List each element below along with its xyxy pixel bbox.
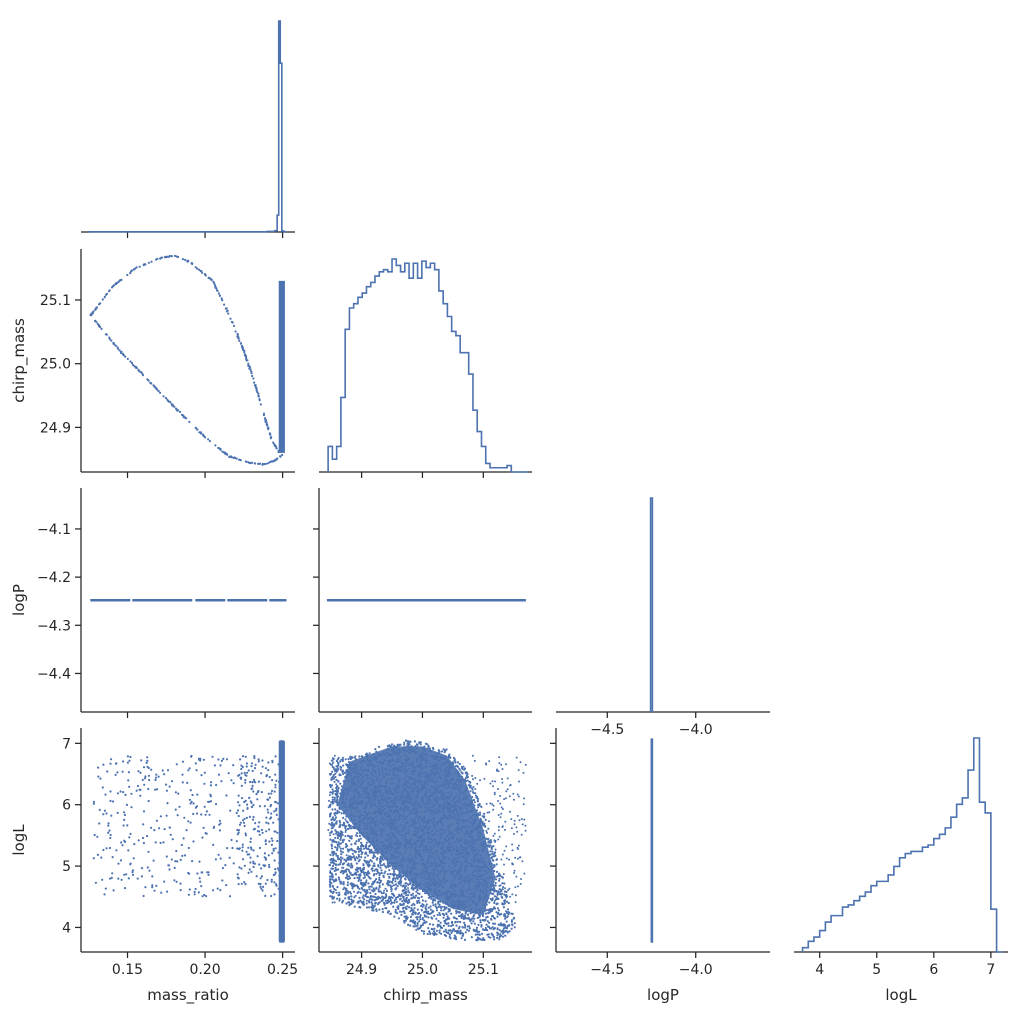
x-tick-label: 0.20 <box>189 962 220 978</box>
x-axis-label-chirp_mass: chirp_mass <box>383 986 468 1005</box>
points-upper-curve <box>89 254 284 457</box>
points-dense-cluster <box>278 280 285 453</box>
y-tick-label: 25.0 <box>40 357 71 373</box>
x-axis-label-mass_ratio: mass_ratio <box>147 986 229 1005</box>
y-tick-label: 25.1 <box>40 293 71 309</box>
points-lower-curve <box>93 319 282 466</box>
scatter-mass_ratio-vs-logL <box>92 740 285 943</box>
histogram-step-mass_ratio <box>87 20 287 233</box>
y-tick-label: 5 <box>62 859 71 875</box>
x-tick-label: 6 <box>929 962 938 978</box>
y-axis-label-chirp_mass: chirp_mass <box>10 318 29 403</box>
x-tick-label: 4 <box>815 962 824 978</box>
x-tick-label: 24.9 <box>346 962 377 978</box>
histogram-step-chirp_mass <box>327 258 529 473</box>
scatter-chirp_mass-vs-logL <box>327 739 527 942</box>
histogram-mass_ratio <box>87 20 287 233</box>
panel-logP-chirp_mass-axes <box>313 488 532 718</box>
x-tick-label: 5 <box>872 962 881 978</box>
y-tick-label: −4.4 <box>37 666 71 682</box>
y-tick-label: 7 <box>62 736 71 752</box>
panel-chirp_mass-chirp_mass-axes <box>319 471 532 478</box>
points-dense-cluster <box>278 740 285 943</box>
histogram-step-logL <box>801 737 1003 953</box>
y-tick-label: −4.2 <box>37 570 71 586</box>
points-right-band <box>235 755 281 892</box>
x-tick-label: 25.1 <box>468 962 499 978</box>
histogram-chirp_mass <box>327 258 529 473</box>
panel-chirp_mass-mass_ratio-axes: 24.9 25.0 25.1 <box>40 249 295 478</box>
panel-logL-chirp_mass-axes: 24.9 25.0 25.1 <box>313 728 532 978</box>
y-axis-label-logP: logP <box>10 584 28 616</box>
x-tick-label: 25.0 <box>407 962 438 978</box>
x-axis-label-logL: logL <box>885 986 917 1004</box>
y-tick-label: 6 <box>62 798 71 814</box>
y-tick-label: −4.1 <box>37 522 71 538</box>
histogram-logP <box>649 497 654 712</box>
x-tick-label: −4.5 <box>590 962 624 978</box>
x-tick-label: −4.0 <box>679 722 713 738</box>
x-tick-label: 0.15 <box>112 962 143 978</box>
y-axis-label-logL: logL <box>10 824 28 856</box>
panel-mass_ratio-mass_ratio-axes <box>81 231 295 238</box>
points-dense-core <box>337 746 496 916</box>
y-tick-label: −4.3 <box>37 618 71 634</box>
panel-logL-logP-axes: −4.5 −4.0 <box>550 728 770 978</box>
scatter-mass_ratio-vs-chirp_mass <box>89 254 285 466</box>
panel-logL-logL-axes: 4 5 6 7 <box>794 951 1008 978</box>
points-sparse-region <box>92 754 281 898</box>
y-tick-label: 4 <box>62 920 71 936</box>
x-axis-label-logP: logP <box>647 986 679 1004</box>
y-tick-label: 24.9 <box>40 420 71 436</box>
x-tick-label: −4.5 <box>590 722 624 738</box>
panel-logP-logP-axes: −4.5 −4.0 <box>556 711 770 738</box>
panel-logL-mass_ratio-axes: 0.15 0.20 0.25 4 5 6 7 <box>62 728 298 978</box>
x-tick-label: 0.25 <box>267 962 298 978</box>
x-tick-label: −4.0 <box>679 962 713 978</box>
x-tick-label: 7 <box>986 962 995 978</box>
panel-logP-mass_ratio-axes: −4.4 −4.3 −4.2 −4.1 <box>37 488 295 718</box>
histogram-logL <box>801 737 1003 953</box>
histogram-step-logP <box>649 497 654 712</box>
